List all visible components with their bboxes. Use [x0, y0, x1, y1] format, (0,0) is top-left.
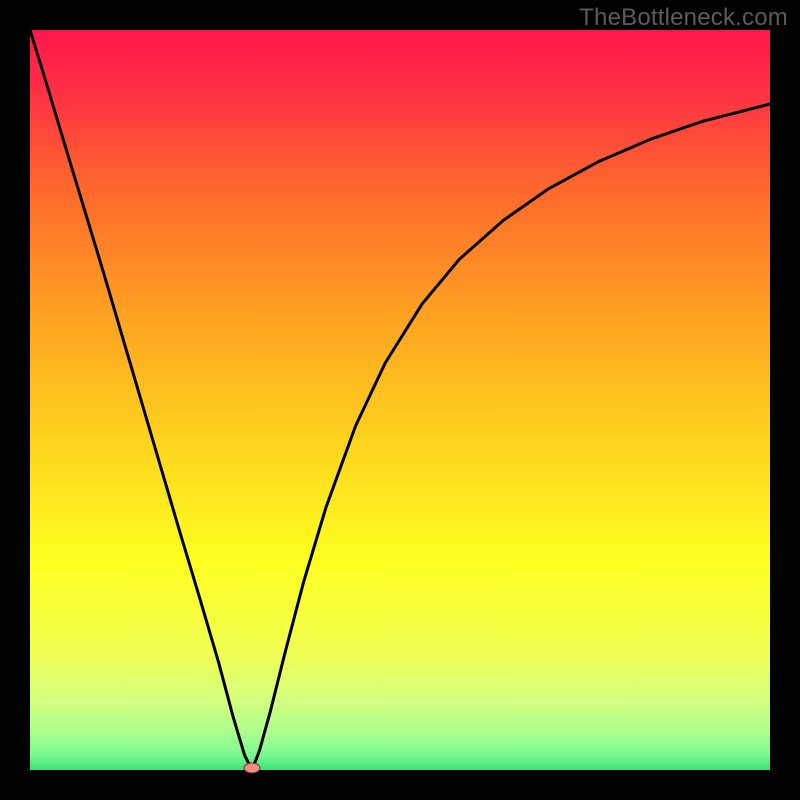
- curve-minimum-marker: [244, 763, 260, 773]
- bottleneck-chart: [0, 0, 800, 800]
- chart-stage: TheBottleneck.com: [0, 0, 800, 800]
- watermark-text: TheBottleneck.com: [579, 4, 788, 32]
